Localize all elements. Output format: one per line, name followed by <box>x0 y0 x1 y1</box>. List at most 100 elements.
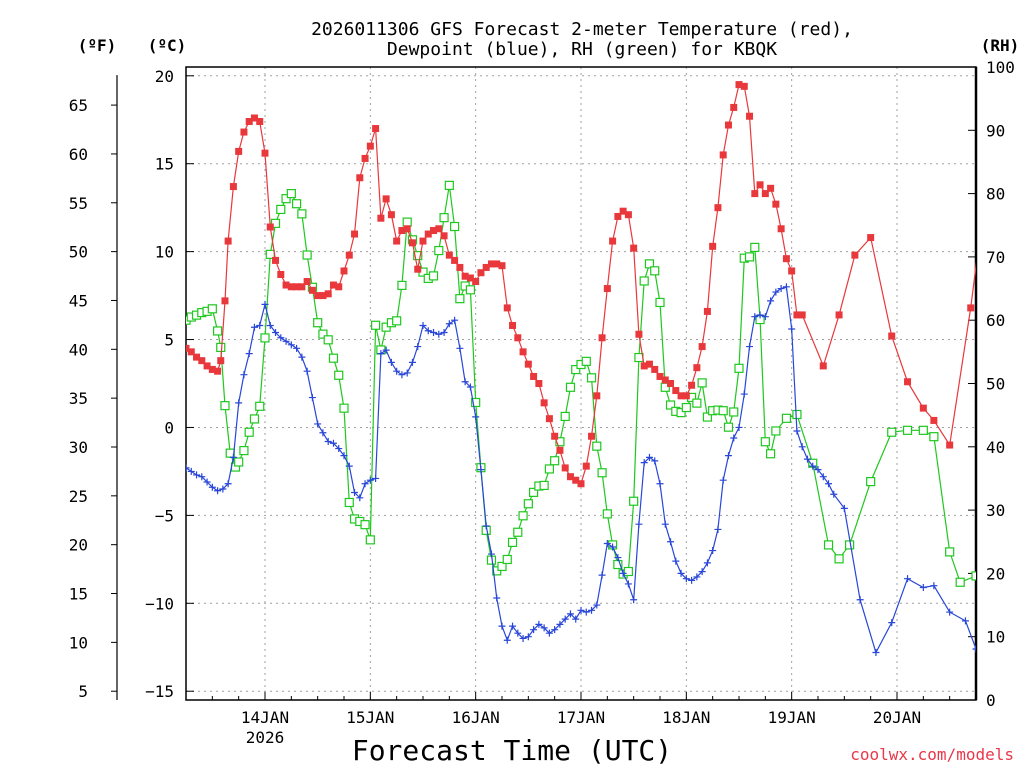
rh-point <box>245 428 253 436</box>
fahrenheit-tick-label: 55 <box>69 194 88 213</box>
celsius-tick-label: 15 <box>155 155 174 174</box>
temperature-point <box>693 364 700 371</box>
fahrenheit-tick-label: 60 <box>69 145 88 164</box>
rh-point <box>240 447 248 455</box>
rh-tick-label: 0 <box>986 691 996 710</box>
temperature-point <box>277 271 284 278</box>
temperature-point <box>541 399 548 406</box>
rh-point <box>403 218 411 226</box>
rh-point <box>514 528 522 536</box>
credit-text: coolwx.com/models <box>850 745 1014 764</box>
rh-point <box>930 433 938 441</box>
temperature-point <box>757 181 764 188</box>
rh-point <box>561 412 569 420</box>
rh-point <box>398 281 406 289</box>
rh-point <box>345 499 353 507</box>
rh-point <box>751 243 759 251</box>
temperature-point <box>688 382 695 389</box>
temperature-point <box>778 225 785 232</box>
temperature-point <box>272 257 279 264</box>
rh-tick-label: 90 <box>986 121 1005 140</box>
rh-tick-label: 20 <box>986 564 1005 583</box>
temperature-point <box>530 373 537 380</box>
rh-point <box>456 295 464 303</box>
temperature-point <box>230 183 237 190</box>
celsius-tick-label: 5 <box>164 331 174 350</box>
temperature-point <box>420 238 427 245</box>
rh-point <box>888 428 896 436</box>
rh-point <box>430 272 438 280</box>
rh-point <box>761 438 769 446</box>
temperature-point <box>472 278 479 285</box>
temperature-point <box>667 380 674 387</box>
rh-point <box>793 411 801 419</box>
temperature-point <box>335 283 342 290</box>
rh-tick-label: 100 <box>986 58 1015 77</box>
rh-point <box>867 478 875 486</box>
rh-point <box>293 200 301 208</box>
temperature-point <box>214 368 221 375</box>
celsius-unit-label: (ºC) <box>148 36 187 55</box>
rh-point <box>656 298 664 306</box>
temperature-point <box>888 333 895 340</box>
rh-point <box>946 548 954 556</box>
temperature-point <box>304 278 311 285</box>
rh-point <box>214 327 222 335</box>
temperature-point <box>217 357 224 364</box>
rh-tick-label: 50 <box>986 375 1005 394</box>
temperature-point <box>599 334 606 341</box>
temperature-point <box>578 480 585 487</box>
temperature-point <box>683 392 690 399</box>
rh-point <box>835 555 843 563</box>
fahrenheit-tick-label: 10 <box>69 633 88 652</box>
temperature-point <box>383 195 390 202</box>
rh-point <box>314 319 322 327</box>
rh-tick-label: 40 <box>986 438 1005 457</box>
rh-point <box>698 379 706 387</box>
temperature-point <box>262 150 269 157</box>
temperature-point <box>377 215 384 222</box>
fahrenheit-tick-label: 65 <box>69 96 88 115</box>
temperature-point <box>593 392 600 399</box>
fahrenheit-tick-label: 40 <box>69 340 88 359</box>
rh-tick-label: 70 <box>986 248 1005 267</box>
rh-point <box>719 407 727 415</box>
celsius-tick-label: 0 <box>164 418 174 437</box>
x-tick-label: 20JAN <box>873 708 921 727</box>
temperature-point <box>714 204 721 211</box>
rh-point <box>340 404 348 412</box>
rh-point <box>221 402 229 410</box>
x-axis-title: Forecast Time (UTC) <box>352 734 672 767</box>
temperature-point <box>562 464 569 471</box>
x-tick-label: 17JAN <box>557 708 605 727</box>
temperature-point <box>767 185 774 192</box>
rh-point <box>825 541 833 549</box>
temperature-point <box>820 362 827 369</box>
rh-point <box>545 465 553 473</box>
rh-point <box>582 357 590 365</box>
temperature-point <box>435 225 442 232</box>
temperature-point <box>651 366 658 373</box>
fahrenheit-unit-label: (ºF) <box>78 36 117 55</box>
temperature-point <box>920 405 927 412</box>
rh-point <box>451 223 459 231</box>
fahrenheit-tick-label: 5 <box>78 682 88 701</box>
temperature-point <box>456 264 463 271</box>
chart-title-line-1: 2026011306 GFS Forecast 2-meter Temperat… <box>311 19 853 40</box>
temperature-point <box>588 433 595 440</box>
rh-point <box>324 336 332 344</box>
celsius-tick-label: −10 <box>145 594 174 613</box>
temperature-point <box>451 257 458 264</box>
temperature-point <box>746 113 753 120</box>
rh-point <box>956 578 964 586</box>
temperature-point <box>525 361 532 368</box>
celsius-tick-label: −5 <box>155 506 174 525</box>
fahrenheit-tick-label: 25 <box>69 487 88 506</box>
temperature-point <box>325 290 332 297</box>
fahrenheit-tick-label: 15 <box>69 585 88 604</box>
temperature-point <box>520 348 527 355</box>
rh-point <box>551 457 559 465</box>
rh-point <box>746 253 754 261</box>
temperature-point <box>404 225 411 232</box>
